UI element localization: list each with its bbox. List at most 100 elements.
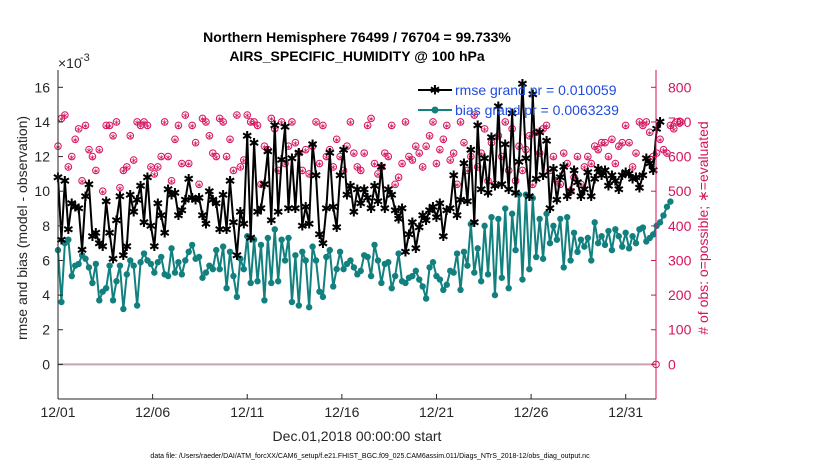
obs-possible-marker (542, 121, 551, 130)
obs-evaluated-marker: ∗ (643, 118, 650, 127)
rmse-point: ✱ (273, 206, 284, 221)
obs-evaluated-marker: ∗ (151, 170, 158, 179)
obs-possible-marker (387, 121, 396, 130)
rmse-point: ✱ (118, 249, 129, 264)
rmse-point: ✱ (514, 155, 525, 170)
bias-point (367, 272, 375, 280)
obs-evaluated-marker: ∗ (368, 115, 375, 124)
rmse-point: ✱ (108, 252, 119, 267)
rmse-point: ✱ (214, 223, 225, 238)
bias-point (316, 288, 323, 295)
obs-possible-marker (425, 132, 434, 140)
rmse-point: ✱ (606, 169, 617, 184)
obs-evaluated-marker: ∗ (299, 167, 306, 176)
rmse-point: ✱ (252, 206, 263, 221)
obs-possible-marker (236, 163, 245, 171)
obs-evaluated-marker: ∗ (636, 118, 643, 127)
rmse-point: ✱ (534, 126, 545, 141)
obs-possible-marker (594, 145, 602, 154)
y-tick-label: 4 (42, 287, 50, 303)
rmse-point: ✱ (572, 176, 583, 191)
obs-evaluated-marker: ∗ (268, 115, 275, 124)
obs-possible-marker (246, 118, 255, 126)
y-tick-label: 16 (34, 79, 50, 95)
bias-point (226, 248, 234, 256)
obs-possible-marker (64, 163, 73, 171)
obs-evaluated-marker: ∗ (602, 139, 609, 148)
rmse-point: ✱ (314, 228, 325, 243)
obs-possible-marker (350, 149, 358, 157)
obs-possible-marker (670, 125, 678, 133)
obs-possible-marker (346, 118, 355, 126)
obs-possible-marker (61, 111, 69, 119)
rmse-point: ✱ (331, 221, 342, 236)
obs-possible-marker (164, 152, 172, 161)
rmse-point: ✱ (510, 187, 521, 202)
obs-possible-marker (652, 149, 661, 157)
rmse-point: ✱ (187, 192, 198, 207)
rmse-point: ✱ (56, 233, 67, 248)
bias-point (92, 260, 100, 268)
obs-evaluated-marker: ∗ (419, 163, 426, 172)
obs-evaluated-marker: ∗ (237, 163, 244, 172)
rmse-point: ✱ (63, 223, 74, 238)
rmse-point: ✱ (280, 121, 291, 136)
rmse-point: ✱ (644, 157, 655, 172)
rmse-point: ✱ (317, 237, 328, 252)
bias-point (350, 264, 358, 271)
obs-evaluated-marker: ∗ (437, 146, 444, 155)
obs-evaluated-marker: ∗ (564, 160, 571, 169)
y-tick-label: 12 (34, 149, 50, 165)
obs-evaluated-marker: ∗ (275, 167, 282, 176)
y-tick-label: 0 (42, 356, 50, 372)
obs-evaluated-marker: ∗ (316, 160, 323, 169)
bias-point (656, 219, 664, 226)
rmse-point: ✱ (627, 173, 638, 188)
obs-evaluated-marker: ∗ (502, 118, 509, 127)
bias-point (182, 257, 189, 264)
rmse-point: ✱ (448, 169, 459, 184)
obs-possible-marker (384, 152, 393, 161)
rmse-point: ✱ (373, 195, 384, 210)
exponent-power: -3 (80, 52, 90, 64)
rmse-point: ✱ (290, 202, 301, 217)
obs-possible-marker (171, 135, 179, 144)
obs-evaluated-marker: ∗ (110, 132, 117, 141)
obs-possible-marker (608, 135, 616, 144)
obs-evaluated-marker: ∗ (371, 160, 378, 169)
chart-title-line1: Northern Hemisphere 76499 / 76704 = 99.7… (203, 29, 511, 45)
bias-point (512, 246, 519, 254)
obs-evaluated-marker: ∗ (244, 111, 251, 120)
rmse-point: ✱ (311, 169, 322, 184)
bias-point (632, 239, 640, 247)
obs-possible-marker (81, 121, 90, 130)
rmse-point: ✱ (132, 193, 143, 208)
rmse-point: ✱ (624, 167, 635, 182)
obs-possible-marker (202, 118, 210, 126)
bias-point (244, 233, 251, 240)
rmse-point: ✱ (379, 202, 390, 217)
obs-evaluated-marker: ∗ (113, 118, 120, 127)
bias-point (216, 265, 223, 273)
bias-point (588, 257, 595, 264)
obs-evaluated-marker: ∗ (306, 170, 313, 179)
rmse-point: ✱ (142, 171, 153, 186)
bias-point (429, 259, 437, 266)
legend-label-rmse: rmse grand pr = 0.010059 (455, 82, 617, 98)
rmse-point: ✱ (648, 164, 659, 179)
rmse-point: ✱ (218, 188, 229, 203)
bias-point (598, 233, 605, 240)
obs-possible-marker (470, 111, 479, 119)
obs-evaluated-marker: ∗ (292, 139, 299, 148)
obs-evaluated-marker: ∗ (213, 153, 220, 162)
rmse-point: ✱ (459, 157, 470, 172)
obs-possible-marker (253, 121, 262, 130)
obs-possible-marker (549, 152, 558, 161)
obs-possible-marker (102, 121, 110, 130)
obs-evaluated-marker: ∗ (340, 167, 347, 176)
obs-evaluated-marker: ∗ (227, 135, 234, 144)
obs-possible-marker (123, 163, 131, 171)
rmse-point: ✱ (359, 183, 370, 198)
rmse-point: ✱ (500, 138, 511, 153)
rmse-point: ✱ (101, 195, 112, 210)
